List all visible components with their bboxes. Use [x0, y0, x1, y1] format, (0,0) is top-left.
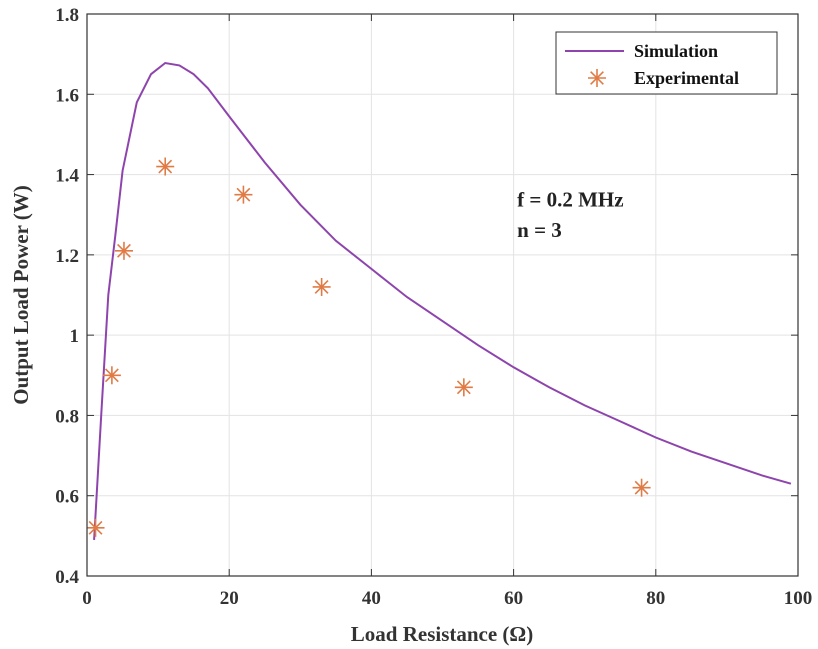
annotation-2: n = 3: [517, 218, 562, 242]
y-axis-title: Output Load Power (W): [9, 185, 33, 405]
experimental-point: [312, 277, 331, 296]
x-axis-title: Load Resistance (Ω): [351, 622, 533, 646]
legend-box: [555, 31, 778, 95]
experimental-point: [454, 378, 473, 397]
experimental-point: [632, 478, 651, 497]
experimental-point: [102, 366, 121, 385]
y-tick-label: 1.6: [55, 85, 79, 106]
x-tick-label: 40: [362, 588, 381, 609]
y-tick-label: 1.4: [55, 166, 79, 187]
y-tick-label: 1: [70, 326, 80, 347]
x-tick-label: 60: [504, 588, 523, 609]
legend-experimental-label: Experimental: [634, 68, 739, 88]
legend-experimental-marker: [588, 69, 606, 87]
experimental-point: [156, 157, 175, 176]
y-tick-label: 1.2: [55, 246, 79, 267]
experimental-point: [234, 185, 253, 204]
plot-background: [87, 14, 798, 576]
x-tick-label: 0: [82, 588, 92, 609]
y-tick-label: 0.4: [55, 567, 79, 588]
ticks: [86, 13, 799, 577]
legend: Simulation Experimental: [555, 31, 778, 95]
experimental-point: [86, 518, 105, 537]
experimental-point: [114, 241, 133, 260]
y-tick-label: 0.8: [55, 406, 79, 427]
plot-frame: [86, 13, 799, 577]
annotation-1: f = 0.2 MHz: [517, 188, 623, 212]
legend-simulation-label: Simulation: [634, 41, 718, 61]
y-tick-label: 0.6: [55, 487, 79, 508]
annotations: f = 0.2 MHz n = 3: [517, 188, 623, 242]
x-tick-label: 20: [220, 588, 239, 609]
tick-labels: 0 20 40 60 80 100 0.4 0.6 0.8 1 1.2 1.4 1.6 1.8: [55, 5, 812, 609]
series-simulation-line: [93, 61, 792, 540]
x-tick-label: 80: [646, 588, 665, 609]
x-tick-label: 100: [784, 588, 813, 609]
series-layer: [86, 61, 792, 540]
legend-experimental-asterisk: [588, 69, 606, 87]
y-tick-label: 1.8: [55, 5, 79, 26]
